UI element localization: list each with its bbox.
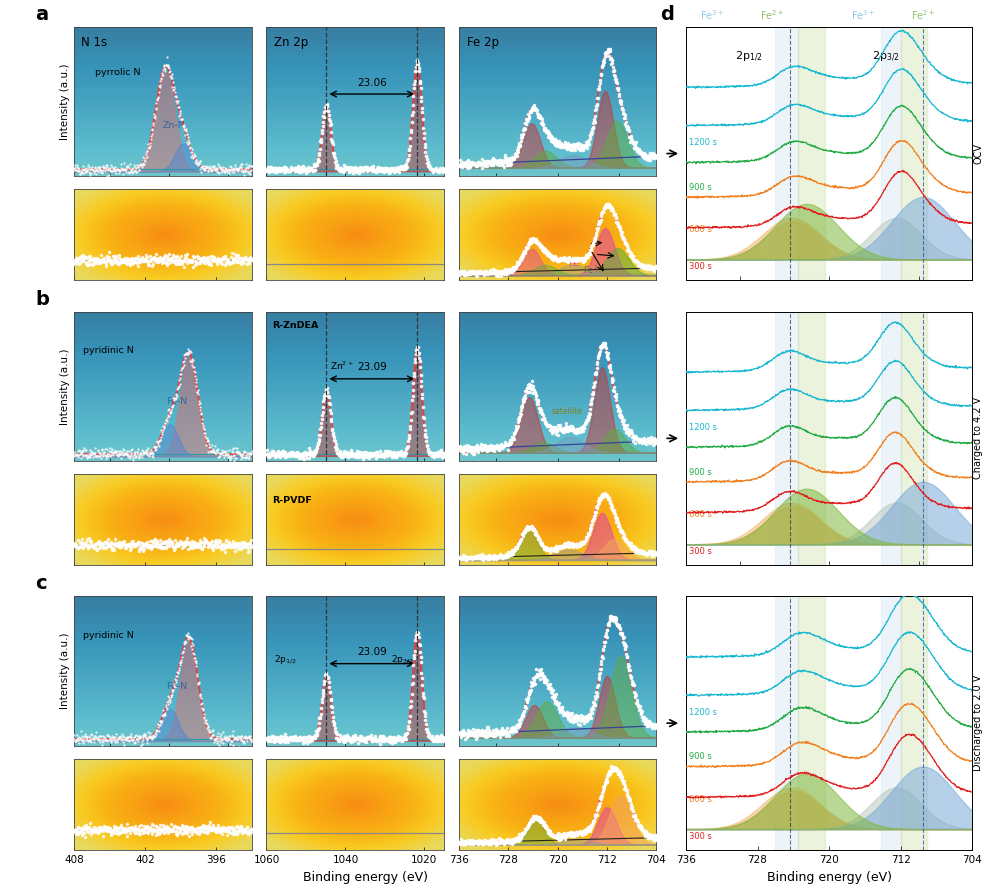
Text: 2p$_{1/2}$: 2p$_{1/2}$ [273,653,296,666]
Text: 2p$_{3/2}$: 2p$_{3/2}$ [390,653,413,666]
Text: R-ZnDEA: R-ZnDEA [271,321,317,330]
Bar [880,312,900,565]
Text: Fe$^{2+}$: Fe$^{2+}$ [759,9,783,22]
Text: 600 s: 600 s [688,510,711,519]
Text: Fe 2p: Fe 2p [466,36,498,49]
Bar [797,596,823,850]
Text: 2p$_{3/2}$: 2p$_{3/2}$ [871,50,899,64]
Bar [797,27,823,280]
Text: 900 s: 900 s [688,467,711,477]
Text: Discharged to 2.0 V: Discharged to 2.0 V [972,675,982,772]
Bar [899,312,927,565]
Text: satellite: satellite [551,407,582,431]
Text: Fe$^{2+}$: Fe$^{2+}$ [583,263,604,276]
Text: R-PVDF: R-PVDF [271,496,312,505]
Text: 600 s: 600 s [688,225,711,234]
Text: c: c [35,574,46,594]
Bar [880,27,900,280]
Y-axis label: Intensity (a.u.): Intensity (a.u.) [60,348,70,425]
Text: Charged to 4.2 V: Charged to 4.2 V [972,397,982,480]
Bar [797,312,823,565]
Text: Fe$^{3+}$: Fe$^{3+}$ [699,9,723,22]
Text: 600 s: 600 s [688,795,711,804]
Bar [899,27,927,280]
Text: OCV: OCV [972,143,982,164]
Bar [775,596,797,850]
Bar [880,596,900,850]
Text: 1200 s: 1200 s [688,138,716,147]
Text: pyrrolic N: pyrrolic N [96,68,141,77]
Text: 2p$_{1/2}$: 2p$_{1/2}$ [734,50,761,64]
Text: 1200 s: 1200 s [688,708,716,716]
Bar [899,596,927,850]
Text: 300 s: 300 s [688,547,711,556]
Y-axis label: Intensity (a.u.): Intensity (a.u.) [60,633,70,709]
Text: pyridinic N: pyridinic N [83,631,133,640]
Text: pyridinic N: pyridinic N [83,346,133,355]
Text: Zn$^{2+}$: Zn$^{2+}$ [330,360,354,372]
Text: Binding energy (eV): Binding energy (eV) [303,871,427,884]
Text: 23.09: 23.09 [357,647,387,657]
Text: 23.06: 23.06 [357,77,387,87]
Text: Zn-N: Zn-N [163,121,185,131]
Bar [775,312,797,565]
Text: N 1s: N 1s [81,36,107,49]
Text: 23.09: 23.09 [357,362,387,372]
Text: Zn 2p: Zn 2p [273,36,308,49]
Text: Fe$^{3+}$: Fe$^{3+}$ [567,256,589,269]
Text: Fe-N: Fe-N [167,682,187,692]
Bar [775,27,797,280]
Text: 300 s: 300 s [688,832,711,841]
Text: Fe$^{3+}$: Fe$^{3+}$ [851,9,875,22]
Text: Fe$^{2+}$: Fe$^{2+}$ [910,9,935,22]
Text: Binding energy (eV): Binding energy (eV) [766,871,890,884]
Text: 1200 s: 1200 s [688,423,716,432]
Text: Fe-N: Fe-N [167,397,187,407]
Y-axis label: Intensity (a.u.): Intensity (a.u.) [60,63,70,140]
Text: a: a [35,4,48,24]
Text: 900 s: 900 s [688,182,711,192]
Text: 300 s: 300 s [688,263,711,271]
Text: 900 s: 900 s [688,752,711,762]
Text: b: b [35,289,48,309]
Text: d: d [660,5,673,24]
